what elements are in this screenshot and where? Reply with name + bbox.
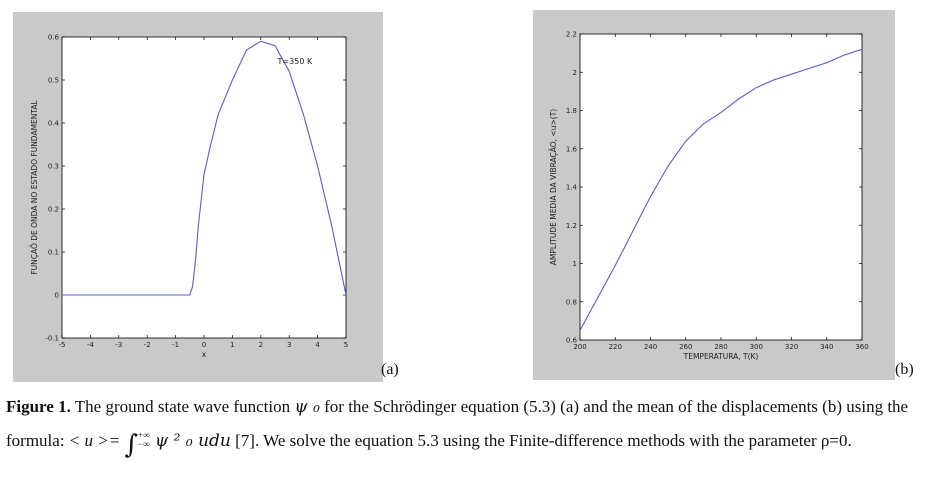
x-tick-label: 240 xyxy=(644,343,657,351)
y-tick-label: -0.1 xyxy=(45,335,59,343)
x-axis-label: TEMPERATURA, T(K) xyxy=(683,352,759,361)
caption-psi0: ψ ₀ xyxy=(294,397,320,417)
caption-text-3: [7]. We solve the equation 5.3 using the… xyxy=(230,431,852,450)
x-tick-label: -5 xyxy=(59,341,66,349)
chart-panel-b: 200 220 240 260 280 300 320 340 360 0.6 0.8 1 1.2 1.4… xyxy=(533,10,895,380)
x-tick-label: 3 xyxy=(287,341,291,349)
integral-upper: +∞ xyxy=(138,430,150,441)
plot-area xyxy=(579,33,863,341)
y-tick-label: 1.2 xyxy=(566,222,577,230)
integral-sign: ∫ xyxy=(124,430,139,460)
x-tick-label: 1 xyxy=(230,341,234,349)
y-axis-label: AMPLITUDE MEDIA DA VIBRAÇÃO, <u>(T) xyxy=(549,109,558,265)
x-axis-label: x xyxy=(202,350,207,359)
x-tick-label: 2 xyxy=(259,341,263,349)
caption-text-2: for the Schrödinger equation (5.3) (a) a… xyxy=(6,397,909,450)
x-tick-label: 300 xyxy=(750,343,763,351)
y-tick-label: 0.4 xyxy=(48,120,60,128)
y-tick-label: 0.5 xyxy=(48,77,59,85)
y-tick-label: 1.6 xyxy=(566,145,578,153)
caption-lhs: < u >= xyxy=(68,431,125,450)
x-tick-label: -4 xyxy=(87,341,95,349)
mean-amplitude-chart: 200 220 240 260 280 300 320 340 360 0.6 0.8 1 1.2 1.4… xyxy=(549,31,869,362)
x-tick-label: -2 xyxy=(144,341,151,349)
y-tick-label: 1.4 xyxy=(566,184,578,192)
y-tick-label: 2.2 xyxy=(566,31,577,39)
y-tick-label: 0.6 xyxy=(48,34,60,42)
y-tick-label: 0.2 xyxy=(48,206,59,214)
integral-limits: +∞ −∞ xyxy=(138,431,150,449)
y-tick-label: 0.8 xyxy=(566,298,577,306)
panel-label-a: (a) xyxy=(381,361,399,378)
y-tick-label: 1.8 xyxy=(566,107,577,115)
x-tick-label: 320 xyxy=(785,343,798,351)
caption-text-1: The ground state wave function xyxy=(70,397,295,416)
temperature-annotation: T=350 K xyxy=(277,57,313,66)
figure-caption: Figure 1. The ground state wave function… xyxy=(6,390,920,462)
y-tick-label: 0.1 xyxy=(48,249,59,257)
chart-panel-a: -5 -4 -3 -2 -1 0 1 2 3 4 5 -0.1 0 0.1 0.2 0.3 0.4 0.5 0.6 x… xyxy=(13,12,383,382)
x-tick-label: 200 xyxy=(573,343,586,351)
x-tick-label: 360 xyxy=(855,343,868,351)
x-tick-label: 220 xyxy=(609,343,622,351)
integral-lower: −∞ xyxy=(138,439,150,450)
y-tick-label: 1 xyxy=(573,260,577,268)
x-tick-label: 0 xyxy=(202,341,206,349)
caption-figure-label: Figure 1. xyxy=(6,397,71,416)
caption-integrand: ψ ² ₀ udu xyxy=(149,431,231,451)
x-tick-label: 5 xyxy=(344,341,348,349)
x-tick-label: -1 xyxy=(172,341,179,349)
data-series-line xyxy=(579,48,863,331)
y-axis-label: FUNÇAÕ DE ONDA NO ESTADO FUNDAMENTAL xyxy=(30,99,39,274)
plot-area xyxy=(61,36,347,339)
y-tick-label: 0.3 xyxy=(48,163,59,171)
x-tick-label: 260 xyxy=(679,343,692,351)
panel-label-b: (b) xyxy=(895,361,914,378)
x-tick-label: 280 xyxy=(714,343,727,351)
x-tick-label: 340 xyxy=(820,343,833,351)
data-series-line xyxy=(62,40,347,296)
x-tick-label: 4 xyxy=(315,341,320,349)
y-tick-label: 0.6 xyxy=(566,337,578,345)
y-tick-label: 0 xyxy=(55,292,59,300)
wave-function-chart: -5 -4 -3 -2 -1 0 1 2 3 4 5 -0.1 0 0.1 0.2 0.3 0.4 0.5 0.6 x… xyxy=(30,34,348,360)
y-tick-label: 2 xyxy=(573,69,577,77)
x-tick-label: -3 xyxy=(115,341,122,349)
